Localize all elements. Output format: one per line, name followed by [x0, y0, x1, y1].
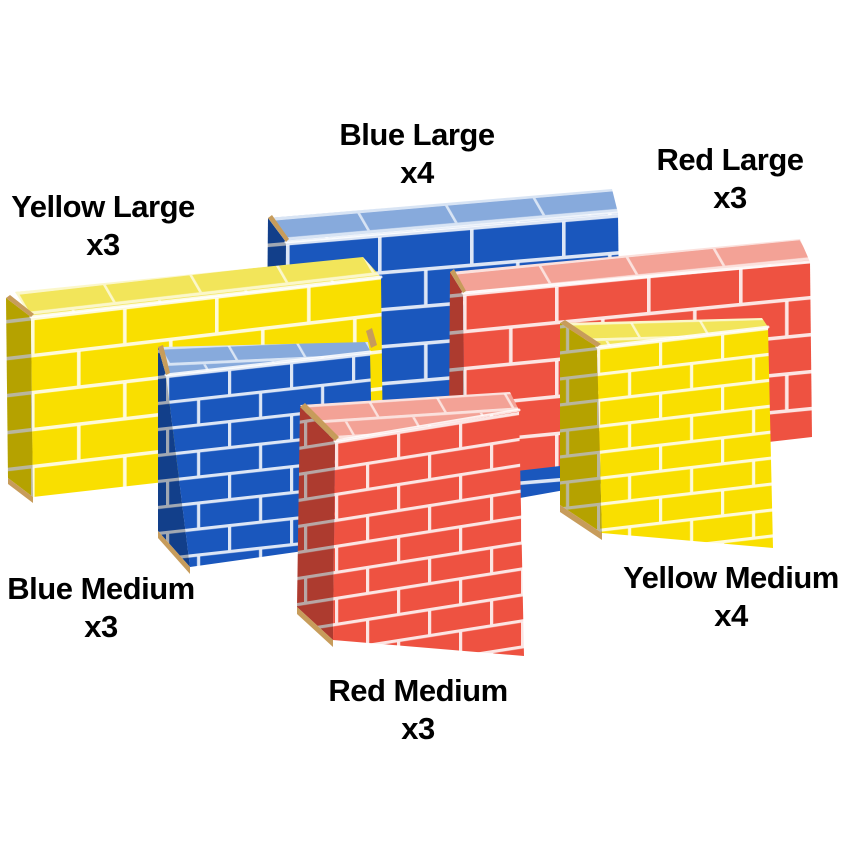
label-red-large-qty: x3	[713, 180, 747, 215]
label-yellow-large: Yellow Large x3	[0, 188, 253, 264]
label-red-medium: Red Medium x3	[268, 672, 568, 748]
label-yellow-medium-qty: x4	[714, 598, 748, 633]
label-blue-medium-qty: x3	[84, 609, 118, 644]
yellow-medium-left-face-shade	[560, 323, 602, 533]
yellow-medium-ridge-highlight	[595, 325, 770, 349]
yellow-large-left-face	[6, 298, 33, 497]
yellow-medium-cardboard-edge-bottom	[560, 505, 602, 540]
blue-medium-cardboard-edge-bottom	[158, 531, 190, 574]
yellow-large-left-face-shade	[6, 298, 33, 497]
label-red-large: Red Large x3	[580, 141, 850, 217]
yellow-large-ridge-highlight	[29, 275, 383, 319]
label-yellow-medium: Yellow Medium x4	[581, 559, 850, 635]
red-medium-ridge-highlight	[333, 408, 521, 443]
red-medium-cardboard-fold-top	[300, 403, 339, 441]
yellow-medium-cardboard-fold-top	[560, 320, 601, 347]
yellow-medium-left-face	[560, 323, 602, 533]
blue-large-cardboard-fold	[268, 215, 289, 242]
red-large-cardboard-fold	[450, 269, 466, 293]
red-medium-left-face-shade	[297, 407, 335, 640]
label-blue-large: Blue Large x4	[267, 116, 567, 192]
blue-medium-left-face	[158, 347, 190, 567]
label-blue-large-qty: x4	[400, 155, 434, 190]
yellow-large-top-face	[15, 257, 381, 317]
blue-large-ridge-highlight	[284, 211, 620, 244]
block-yellow-medium	[560, 318, 773, 548]
block-red-medium	[297, 392, 524, 656]
blue-medium-left-face-shade	[158, 347, 190, 567]
red-medium-top-face	[300, 392, 519, 441]
yellow-medium-top-face	[560, 318, 768, 347]
yellow-medium-front-face	[597, 327, 773, 548]
red-large-ridge-highlight	[461, 260, 812, 295]
label-red-large-name: Red Large	[656, 142, 804, 177]
label-blue-medium-name: Blue Medium	[7, 571, 195, 606]
blue-medium-ridge-highlight	[164, 350, 372, 377]
label-yellow-medium-name: Yellow Medium	[623, 560, 839, 595]
label-yellow-large-name: Yellow Large	[11, 189, 195, 224]
red-medium-front-face	[333, 410, 524, 656]
label-yellow-large-qty: x3	[86, 227, 120, 262]
label-blue-medium: Blue Medium x3	[0, 570, 251, 646]
label-red-medium-name: Red Medium	[328, 673, 508, 708]
blue-medium-cardboard-fold-top	[158, 345, 170, 375]
yellow-large-cardboard-edge-bottom	[8, 478, 33, 503]
label-blue-large-name: Blue Large	[339, 117, 495, 152]
blue-medium-top-face	[158, 342, 370, 375]
blue-large-top-face	[268, 189, 618, 242]
yellow-large-cardboard-fold-top	[6, 295, 34, 317]
red-large-top-face	[450, 239, 810, 293]
label-red-medium-qty: x3	[401, 711, 435, 746]
yellow-large-cardboard-fold-right	[366, 328, 377, 348]
red-medium-cardboard-edge-bottom	[297, 607, 333, 647]
red-medium-left-face	[297, 407, 335, 640]
